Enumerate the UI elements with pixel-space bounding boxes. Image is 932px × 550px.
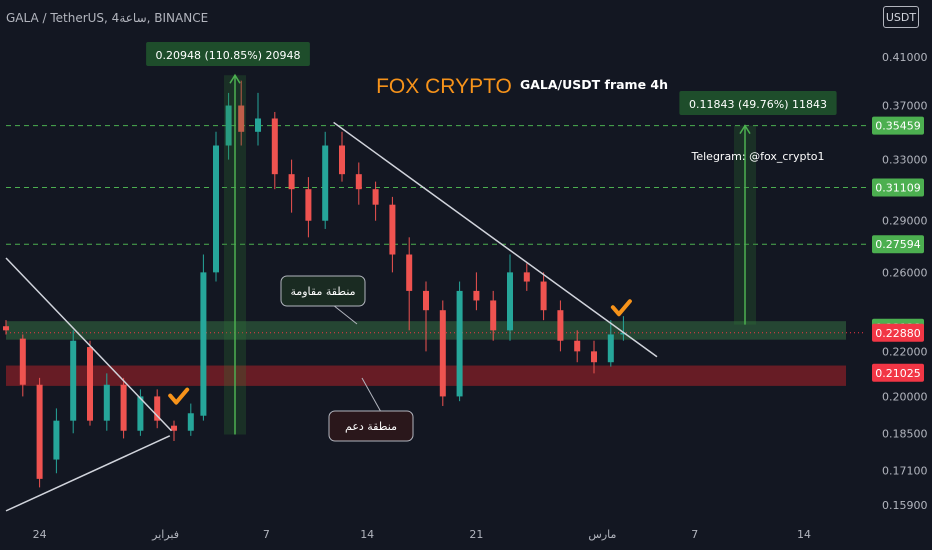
price-tag [872,116,924,135]
price-axis: 0.354590.311090.275940.231280.228800.210… [872,51,928,512]
descending-line-left [5,257,173,432]
candle-body [19,338,26,385]
zone-pointer [361,377,382,413]
telegram-label: Telegram: @fox_crypto1 [691,150,825,163]
measure-label-box [679,91,837,115]
y-tick-label: 0.41000 [882,51,928,64]
candle-body [473,290,480,301]
price-level-layer [6,125,866,334]
symbol-title: GALA / TetherUS, 4ساعة, BINANCE [6,11,209,25]
candle-body [507,272,513,331]
candle-body [322,145,329,221]
y-tick-label: 0.33000 [882,154,928,167]
x-tick-label: 14 [360,528,374,541]
chart-title: FOX CRYPTO [376,75,512,98]
candle-body [389,204,396,255]
candle-body [406,254,413,291]
candle-body [607,334,614,363]
candle-body [591,351,597,363]
zone-label-box [328,410,414,442]
candle-body [238,105,245,132]
candle-body [490,300,497,331]
x-tick-label: 7 [263,528,270,541]
candle-body [255,118,261,132]
measure-arrowhead [739,124,751,135]
lower-support-line [5,435,171,512]
candle-body [137,396,144,431]
candle-body [3,326,9,331]
currency-button[interactable]: USDT [883,6,919,28]
candle-body [36,384,43,479]
annotation-layer: منطقة مقاومة منطقة دعم FOX CRYPTO GALA/USDT… [168,75,825,442]
candle-body [574,340,581,352]
candle-body [339,145,345,175]
x-tick-label: مارس [588,528,616,541]
zone-label: منطقة مقاومة [290,285,355,298]
candle-body [187,413,194,431]
candle-body [200,272,207,416]
candle-body [557,310,564,341]
zone-label-box [280,275,366,307]
candle-body [120,384,127,431]
trendline-layer [5,121,658,512]
price-tag-label: 0.27594 [875,238,921,251]
chart-subtitle: GALA/USDT frame 4h [520,77,668,92]
price-tag-label: 0.35459 [875,120,921,133]
candle-body [372,189,379,205]
x-tick-label: 21 [469,528,483,541]
candle-body [423,290,429,311]
candle-body [87,347,93,421]
support-zone [6,365,846,386]
x-tick-label: 24 [33,528,47,541]
x-tick-label: فبراير [151,528,179,541]
measure-arrowhead [229,73,241,84]
zone-label: منطقة دعم [345,420,397,433]
candle-body [456,290,463,397]
descending-line-right [333,121,658,358]
candle-body [225,105,232,146]
candle-body [70,340,77,421]
y-tick-label: 0.22000 [882,345,928,358]
checkmark-icon [168,387,190,405]
y-tick-label: 0.15900 [882,499,928,512]
price-tag-label: 0.31109 [875,182,921,195]
time-axis: 24 فبراير 7 14 21 مارس 7 14 [33,528,811,541]
y-tick-label: 0.20000 [882,390,928,403]
price-tag-label: 0.21025 [875,367,921,380]
candle-body [103,384,110,421]
x-tick-label: 14 [797,528,811,541]
candle-body [439,310,446,397]
y-tick-label: 0.37000 [882,100,928,113]
candle-body [171,425,177,431]
price-tag-label: 0.22880 [875,327,921,340]
candle-body [271,118,278,175]
y-tick-label: 0.17100 [882,464,928,477]
candle-body [355,174,362,190]
price-tag [872,235,924,254]
zone-pointer [332,304,358,325]
price-tag [872,178,924,197]
candle-body [53,420,60,460]
candle-body [305,189,312,221]
measurement-layer: 0.20948 (110.85%) 20948 0.11843 (49.76%) … [146,42,837,435]
y-tick-label: 0.18500 [882,427,928,440]
candle-body [620,332,627,335]
candle-layer [3,80,627,488]
candle-body [523,272,530,282]
measure-label: 0.11843 (49.76%) 11843 [689,98,827,111]
price-tag [872,363,924,382]
y-tick-label: 0.29000 [882,215,928,228]
candle-body [540,281,547,311]
candle-body [213,145,219,273]
measure-label: 0.20948 (110.85%) 20948 [156,49,301,62]
measure-label-box [146,42,310,66]
candle-body [154,396,161,421]
price-tag [872,323,924,342]
x-tick-label: 7 [691,528,698,541]
y-tick-label: 0.26000 [882,266,928,279]
candle-body [288,174,295,190]
checkmark-icon [610,299,632,317]
